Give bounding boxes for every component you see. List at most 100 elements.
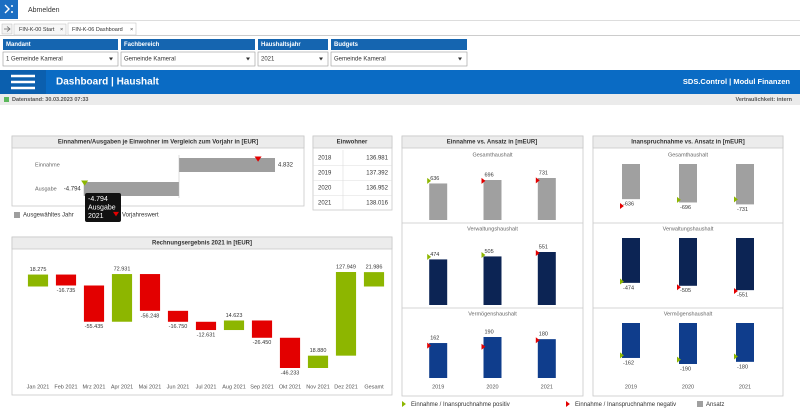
filter-select[interactable] [2,51,119,67]
value-label: 18.275 [30,267,47,273]
filter-header [331,39,467,50]
actual-marker [677,196,681,203]
bar [307,355,329,368]
actual-marker [481,343,486,350]
actual-marker [620,278,624,285]
legend-label: Einnahme / Inanspruchnahme positiv [411,402,510,408]
subpanel-title: Vermögenshaushalt [468,311,517,317]
status-confidentiality: Vertraulichkeit: intern [735,97,792,103]
subpanel-title: Verwaltungshaushalt [467,226,518,232]
value-label: 162 [430,335,439,341]
filter-select[interactable] [257,51,329,67]
table-value: 138.016 [366,201,388,207]
tab-close[interactable]: × [60,27,63,33]
value-label: 696 [485,172,494,178]
bar [195,321,217,331]
x-tick-label: Dez 2021 [334,384,358,390]
value-label: -4.794 [64,187,82,193]
value-label: 180 [539,332,548,338]
table-year: 2020 [318,186,332,192]
filter-header [258,39,328,50]
filter-header [121,39,255,50]
bar [279,337,301,368]
bar [111,274,133,322]
panel-title-bar [11,236,393,250]
bar [167,310,189,322]
panel-title: Rechnungsergebnis 2021 in [tEUR] [152,241,252,247]
bar [335,272,357,356]
tab-close[interactable]: × [130,27,133,33]
value-label: 14.623 [226,313,243,319]
filter-value: Gemeinde Kameral [334,57,386,63]
actual-marker [734,196,738,203]
value-label: -12.631 [197,332,216,338]
dropdown-arrow[interactable] [246,57,250,61]
bar [429,343,448,378]
value-label: -474 [623,285,634,291]
x-tick-label: Feb 2021 [54,384,77,390]
value-label: -55.435 [85,324,104,330]
bar [83,182,179,196]
dropdown-arrow[interactable] [319,57,323,61]
bar [223,320,245,331]
dropdown-arrow[interactable] [109,57,113,61]
value-label: -505 [680,288,691,294]
filter-label: Budgets [334,42,359,48]
bar [679,164,697,203]
actual-marker [535,177,540,184]
value-label: 127.949 [336,264,356,270]
value-label: -180 [737,364,748,370]
value-label: -26.450 [253,340,272,346]
bar [179,158,275,172]
legend-swatch [566,401,570,407]
value-label: -636 [623,202,634,208]
table-value: 136.981 [366,156,388,162]
value-label: -16.735 [57,288,76,294]
x-tick-label: Sep 2021 [250,384,274,390]
bar [736,164,754,205]
actual-marker [481,251,486,258]
value-label: -731 [737,207,748,213]
subpanel-title: Verwaltungshaushalt [663,226,714,232]
tab-label: FIN-K-00 Start [19,27,55,33]
x-tick-label: 2021 [739,384,751,390]
x-tick-label: Okt 2021 [279,384,301,390]
actual-marker [677,356,681,363]
bar [736,238,754,291]
x-tick-label: Jun 2021 [167,384,190,390]
filter-select[interactable] [330,51,468,67]
legend-label: Vorjahreswert [122,213,159,219]
table-value: 137.392 [366,171,388,177]
filter-value: Gemeinde Kameral [124,57,176,63]
actual-marker [734,353,738,360]
value-label: 190 [485,329,494,335]
header-module: SDS.Control | Modul Finanzen [683,77,791,86]
table-year: 2021 [318,201,332,207]
value-label: -190 [680,366,691,372]
legend-swatch [697,401,703,407]
x-tick-label: 2019 [432,384,444,390]
tooltip-text: 2021 [88,213,104,220]
x-tick-label: Mrz 2021 [83,384,106,390]
value-label: -551 [737,293,748,299]
filter-value: 1 Gemeinde Kameral [6,57,63,63]
bar [483,337,502,378]
bar [622,164,640,200]
bar [55,274,77,286]
logout[interactable]: Abmelden [28,7,60,14]
filter-value: 2021 [261,57,275,63]
dropdown-arrow[interactable] [458,57,462,61]
filter-label: Fachbereich [124,42,160,48]
bar [679,238,697,286]
actual-marker [427,177,432,184]
filter-select[interactable] [120,51,256,67]
subpanel-title: Vermögenshaushalt [664,311,713,317]
legend-label: Ausgewähltes Jahr [23,213,74,219]
bar [363,272,385,287]
actual-marker [620,203,624,209]
tooltip-text: Ausgabe [88,204,116,211]
bar [429,183,448,220]
bar [622,323,640,358]
legend-swatch [113,211,119,217]
